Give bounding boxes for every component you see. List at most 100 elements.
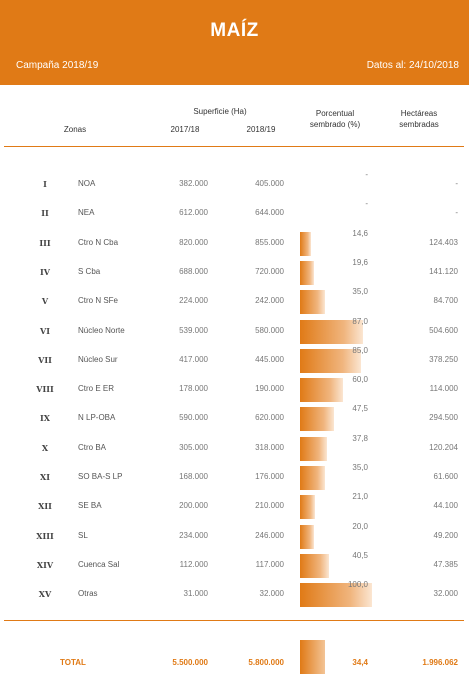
pct-sown: 40,5 [352, 550, 368, 560]
zone-number: IX [40, 413, 50, 424]
pct-bar [300, 436, 328, 461]
surface-2018-19: 242.000 [255, 296, 284, 306]
column-hectareas: Hectáreas sembradas [384, 108, 454, 130]
table-row: IX N LP-OBA 590.000 620.000 47,5 294.500 [0, 404, 469, 432]
zone-name: Otras [78, 589, 98, 599]
surface-2017-18: 200.000 [179, 501, 208, 511]
pct-sown: 35,0 [352, 287, 368, 297]
zone-number: XIV [36, 559, 54, 570]
pct-sown: 85,0 [352, 345, 368, 355]
column-hectareas-line1: Hectáreas [400, 109, 438, 118]
surface-2017-18: 417.000 [179, 354, 208, 364]
surface-2018-19: 580.000 [255, 325, 284, 335]
pct-bar [300, 583, 372, 608]
hectares-sown: 294.500 [429, 413, 458, 423]
zone-name: S Cba [78, 266, 101, 276]
zone-name: SO BA-S LP [78, 472, 123, 481]
pct-bar [300, 260, 315, 285]
total-s17: 5.500.000 [172, 658, 208, 667]
hectares-sown: 378.250 [429, 354, 458, 364]
table-row: II NEA 612.000 644.000 - - [0, 199, 469, 225]
column-zonas: Zonas [63, 125, 87, 134]
zone-number: XV [38, 589, 52, 600]
table-row: VIII Ctro E ER 178.000 190.000 60,0 114.000 [0, 375, 469, 403]
surface-2017-18: 31.000 [183, 589, 208, 599]
pct-sown: 87,0 [352, 316, 368, 326]
hectares-sown: 84.700 [433, 296, 458, 306]
pct-sown: 47,5 [352, 404, 368, 414]
table-row: XII SE BA 200.000 210.000 21,0 44.100 [0, 492, 469, 520]
pct-bar [300, 407, 335, 432]
table-row: XV Otras 31.000 32.000 100,0 32.000 [0, 580, 469, 608]
hectares-sown: 120.204 [429, 442, 458, 452]
zone-number: X [41, 442, 49, 453]
total-label: TOTAL [60, 658, 86, 667]
hectares-sown: 61.600 [433, 472, 458, 481]
surface-2017-18: 168.000 [179, 472, 208, 481]
surface-2017-18: 688.000 [179, 266, 208, 276]
table-row: XIV Cuenca Sal 112.000 117.000 40,5 47.385 [0, 551, 469, 578]
column-2018-19: 2018/19 [246, 125, 276, 134]
total-pct-bar [300, 640, 325, 674]
pct-bar [300, 553, 330, 578]
hectares-sown: 49.200 [433, 530, 458, 540]
total-s18: 5.800.000 [248, 658, 284, 667]
pct-sown: 21,0 [352, 492, 368, 502]
hectares-sown: - [455, 208, 458, 218]
zone-number: I [43, 179, 47, 189]
zone-name: Ctro N Cba [78, 237, 119, 247]
pct-bar [300, 319, 363, 344]
surface-2018-19: 246.000 [255, 530, 284, 540]
pct-bar [300, 290, 326, 315]
surface-2018-19: 644.000 [255, 208, 284, 218]
surface-2018-19: 620.000 [255, 413, 284, 423]
surface-2018-19: 720.000 [255, 266, 284, 276]
surface-2017-18: 224.000 [179, 296, 208, 306]
zone-name: Núcleo Norte [78, 325, 125, 335]
column-porcentual: Porcentual sembrado (%) [296, 108, 374, 130]
surface-2017-18: 305.000 [179, 442, 208, 452]
header-divider [4, 146, 464, 147]
surface-2018-19: 117.000 [255, 559, 284, 569]
pct-sown: - [365, 199, 368, 209]
hectares-sown: 124.403 [429, 237, 458, 247]
surface-2018-19: 445.000 [255, 354, 284, 364]
surface-2017-18: 590.000 [179, 413, 208, 423]
surface-2017-18: 612.000 [179, 208, 208, 218]
zone-number: XIII [36, 530, 54, 541]
table-row: VI Núcleo Norte 539.000 580.000 87,0 504.600 [0, 317, 469, 344]
surface-2018-19: 855.000 [255, 237, 284, 247]
pct-bar [300, 231, 311, 256]
hectares-sown: 504.600 [429, 325, 458, 335]
surface-2017-18: 112.000 [179, 559, 208, 569]
zone-name: Ctro BA [78, 442, 107, 452]
pct-sown: 100,0 [347, 580, 368, 590]
table-row: V Ctro N SFe 224.000 242.000 35,0 84.700 [0, 287, 469, 315]
date-label: Datos al: 24/10/2018 [366, 60, 459, 71]
zone-number: III [39, 237, 51, 248]
zone-number: XII [38, 501, 52, 512]
pct-sown: 60,0 [352, 375, 368, 385]
surface-2017-18: 539.000 [179, 325, 208, 335]
zone-name: Núcleo Sur [78, 354, 118, 364]
surface-2018-19: 32.000 [259, 589, 284, 599]
table-row: XIII SL 234.000 246.000 20,0 49.200 [0, 522, 469, 549]
pct-sown: 20,0 [352, 521, 368, 531]
zone-number: VII [38, 354, 52, 365]
total-row: TOTAL 5.500.000 5.800.000 34,4 1.996.062 [0, 640, 469, 674]
hectares-sown: 114.000 [429, 384, 458, 394]
pct-bar [300, 378, 344, 403]
surface-2017-18: 178.000 [179, 384, 208, 394]
column-superficie: Superficie (Ha) [193, 107, 247, 116]
table-row: IV S Cba 688.000 720.000 19,6 141.120 [0, 258, 469, 285]
table-row: III Ctro N Cba 820.000 855.000 14,6 124.403 [0, 229, 469, 256]
zone-name: Ctro N SFe [78, 296, 119, 306]
zone-name: SE BA [78, 501, 102, 511]
hectares-sown: 47.385 [433, 559, 458, 569]
zone-number: II [41, 208, 49, 219]
zone-name: NEA [78, 208, 95, 218]
total-ha: 1.996.062 [422, 658, 458, 667]
pct-sown: 35,0 [352, 463, 368, 472]
hectares-sown: 141.120 [429, 266, 458, 276]
zone-name: SL [78, 530, 88, 540]
